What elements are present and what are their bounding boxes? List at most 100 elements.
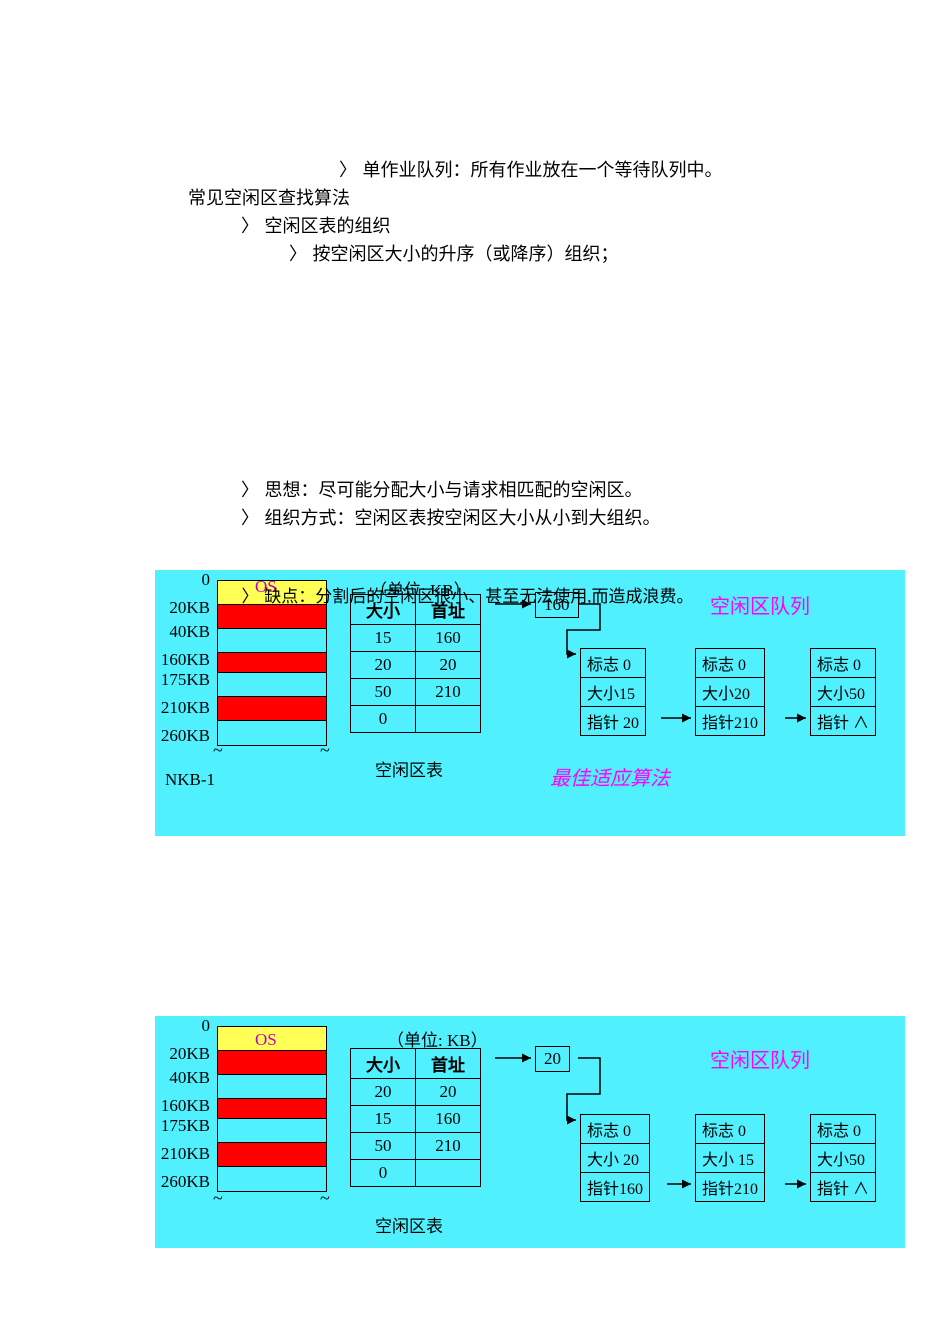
queue-title-2: 空闲区队列 <box>710 1044 810 1073</box>
bullet-line-2: 〉 空闲区表的组织 <box>240 212 391 238</box>
bullet-line-5: 〉 组织方式：空闲区表按空闲区大小从小到大组织。 <box>240 504 661 530</box>
mem-seg-used <box>218 605 326 629</box>
mem-addr-20: 20KB <box>155 1044 210 1064</box>
tilde-left: ~ <box>213 1188 224 1209</box>
mem-addr-40: 40KB <box>155 622 210 642</box>
mem-seg-free <box>218 721 326 745</box>
mem-seg-used <box>218 1143 326 1167</box>
free-area-table-2: 大小首址 2020 15160 50210 0 <box>350 1048 481 1187</box>
bullet-icon: 〉 <box>288 240 308 266</box>
mem-seg-used <box>218 697 326 721</box>
queue-node-2b: 标志 0 大小 15 指针210 <box>695 1114 765 1202</box>
cell <box>416 706 481 733</box>
bullet-icon: 〉 <box>240 582 260 607</box>
node-ptr: 指针 ∧ <box>811 707 875 735</box>
node-flag: 标志 0 <box>581 1115 649 1144</box>
text-sort-order: 按空闲区大小的升序（或降序）组织； <box>313 244 619 264</box>
mem-addr-40: 40KB <box>155 1068 210 1088</box>
mem-addr-210: 210KB <box>155 698 210 718</box>
queue-head-2: 20 <box>535 1046 570 1072</box>
free-area-table-1: 大小首址 15160 2020 50210 0 <box>350 594 481 733</box>
mem-addr-160: 160KB <box>155 1096 210 1116</box>
cell: 0 <box>351 706 416 733</box>
table-caption-1: 空闲区表 <box>375 756 443 781</box>
mem-addr-nkb: NKB-1 <box>155 770 215 790</box>
algo-label-best-fit: 最佳适应算法 <box>550 762 670 791</box>
node-ptr: 指针 20 <box>581 707 645 735</box>
queue-node-2a: 标志 0 大小 20 指针160 <box>580 1114 650 1202</box>
cell: 20 <box>416 1079 481 1106</box>
node-size: 大小 15 <box>696 1144 764 1173</box>
cell: 20 <box>351 652 416 679</box>
queue-node-1c: 标志 0 大小50 指针 ∧ <box>810 648 876 736</box>
diagram-canvas-2: 0 20KB 40KB 160KB 175KB 210KB 260KB OS ~… <box>155 1016 905 1248</box>
mem-seg-free <box>218 1075 326 1099</box>
node-ptr: 指针 ∧ <box>811 1173 875 1201</box>
cell: 160 <box>416 1106 481 1133</box>
node-ptr: 指针160 <box>581 1173 649 1201</box>
cell: 210 <box>416 679 481 706</box>
queue-title-1: 空闲区队列 <box>710 590 810 619</box>
mem-addr-175: 175KB <box>155 670 210 690</box>
tilde-right: ~ <box>320 1188 331 1209</box>
tilde-left: ~ <box>213 740 224 761</box>
node-flag: 标志 0 <box>581 649 645 678</box>
mem-seg-free <box>218 1167 326 1191</box>
mem-seg-free <box>218 1119 326 1143</box>
cell: 160 <box>416 625 481 652</box>
mem-addr-20: 20KB <box>155 598 210 618</box>
overlay-drawback: 〉 缺点：分割后的空闲区很小、甚至无法使用,而造成浪费。 <box>240 582 694 607</box>
mem-seg-used <box>218 1051 326 1075</box>
bullet-icon: 〉 <box>240 476 260 502</box>
cell: 15 <box>351 1106 416 1133</box>
bullet-icon: 〉 <box>240 212 260 238</box>
node-flag: 标志 0 <box>696 649 764 678</box>
mem-addr-0: 0 <box>155 570 210 590</box>
bullet-icon: 〉 <box>240 504 260 530</box>
th-addr: 首址 <box>416 1049 481 1079</box>
cell: 50 <box>351 679 416 706</box>
mem-addr-260: 260KB <box>155 1172 210 1192</box>
th-size: 大小 <box>351 1049 416 1079</box>
mem-seg-free <box>218 629 326 653</box>
node-size: 大小 20 <box>581 1144 649 1173</box>
text-drawback: 缺点：分割后的空闲区很小、甚至无法使用,而造成浪费。 <box>264 587 693 606</box>
memory-bar-2 <box>217 1026 327 1192</box>
node-size: 大小20 <box>696 678 764 707</box>
queue-node-1a: 标志 0 大小15 指针 20 <box>580 648 646 736</box>
cell: 50 <box>351 1133 416 1160</box>
heading-algorithms: 常见空闲区查找算法 <box>188 184 350 210</box>
cell: 210 <box>416 1133 481 1160</box>
node-size: 大小15 <box>581 678 645 707</box>
text-single-queue: 单作业队列：所有作业放在一个等待队列中。 <box>363 160 723 180</box>
bullet-icon: 〉 <box>338 156 358 182</box>
queue-node-2c: 标志 0 大小50 指针 ∧ <box>810 1114 876 1202</box>
mem-addr-160: 160KB <box>155 650 210 670</box>
node-flag: 标志 0 <box>811 649 875 678</box>
mem-addr-175: 175KB <box>155 1116 210 1136</box>
cell <box>416 1160 481 1187</box>
diagram-first-fit: 0 20KB 40KB 160KB 175KB 210KB 260KB OS ~… <box>0 1016 905 1248</box>
bullet-line-3: 〉 按空闲区大小的升序（或降序）组织； <box>288 240 619 266</box>
mem-seg-used <box>218 653 326 673</box>
text-free-table-org: 空闲区表的组织 <box>265 216 391 236</box>
cell: 0 <box>351 1160 416 1187</box>
node-flag: 标志 0 <box>696 1115 764 1144</box>
cell: 20 <box>416 652 481 679</box>
mem-addr-260: 260KB <box>155 726 210 746</box>
bullet-line-4: 〉 思想：尽可能分配大小与请求相匹配的空闲区。 <box>240 476 643 502</box>
mem-addr-0: 0 <box>155 1016 210 1036</box>
table-caption-2: 空闲区表 <box>375 1212 443 1237</box>
bullet-line-1: 〉 单作业队列：所有作业放在一个等待队列中。 <box>338 156 723 182</box>
node-flag: 标志 0 <box>811 1115 875 1144</box>
node-ptr: 指针210 <box>696 707 764 735</box>
os-label: OS <box>255 1030 277 1050</box>
node-ptr: 指针210 <box>696 1173 764 1201</box>
tilde-right: ~ <box>320 740 331 761</box>
queue-node-1b: 标志 0 大小20 指针210 <box>695 648 765 736</box>
node-size: 大小50 <box>811 678 875 707</box>
diagram-best-fit: 0 20KB 40KB 160KB 175KB 210KB 260KB NKB-… <box>0 570 905 836</box>
node-size: 大小50 <box>811 1144 875 1173</box>
diagram-canvas-1: 0 20KB 40KB 160KB 175KB 210KB 260KB NKB-… <box>155 570 905 836</box>
cell: 20 <box>351 1079 416 1106</box>
